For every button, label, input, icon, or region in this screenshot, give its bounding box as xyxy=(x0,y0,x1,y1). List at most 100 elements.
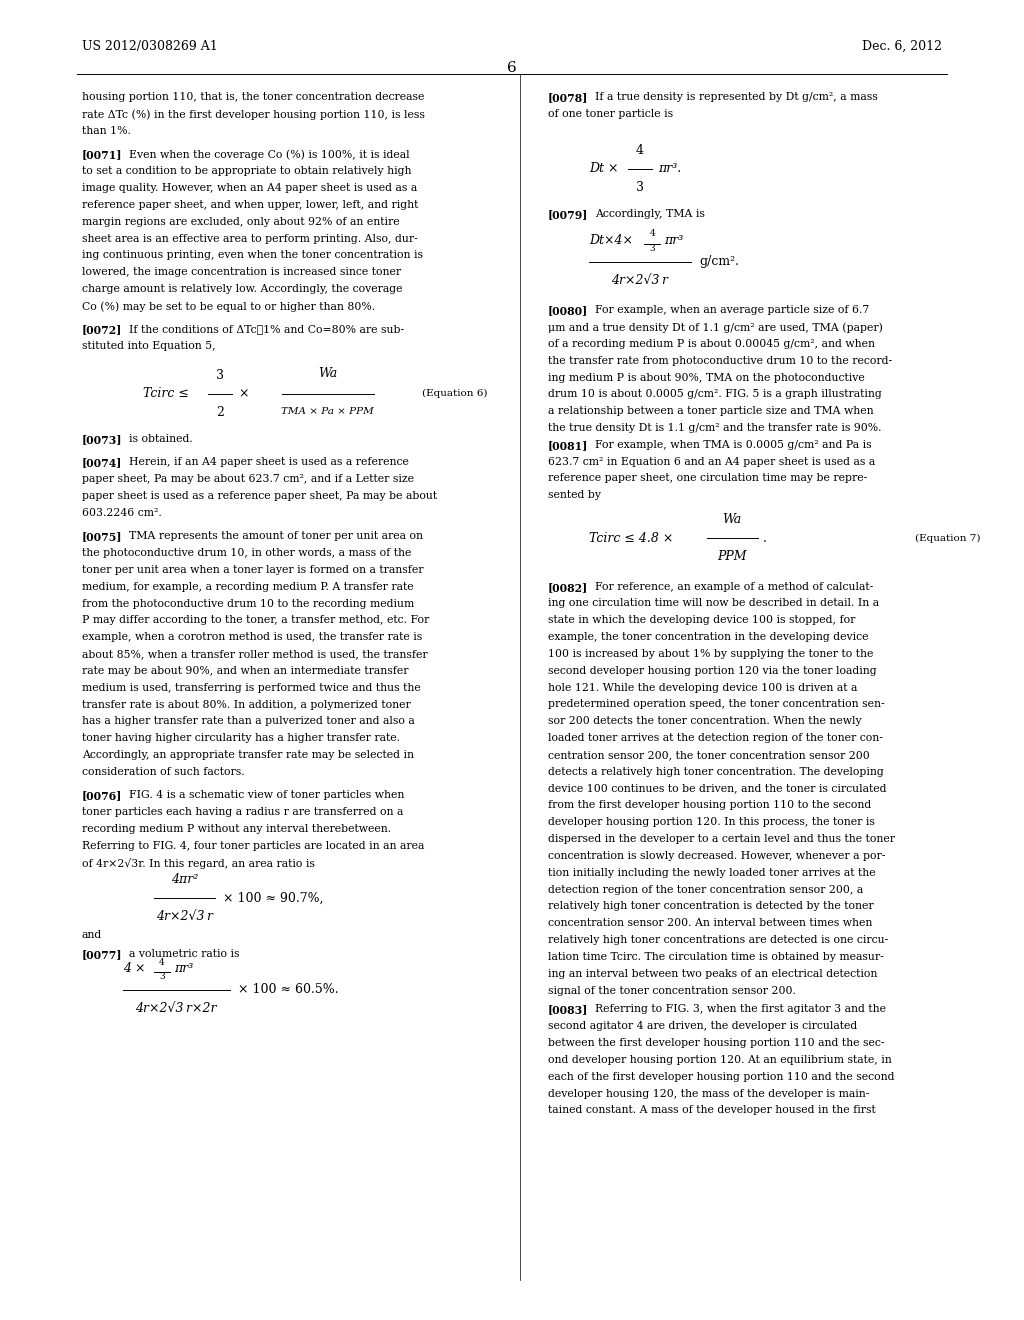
Text: [0074]: [0074] xyxy=(82,458,122,469)
Text: πr³: πr³ xyxy=(665,234,684,247)
Text: × 100 ≈ 60.5%.: × 100 ≈ 60.5%. xyxy=(238,983,338,997)
Text: If the conditions of ΔTc≦1% and Co=80% are sub-: If the conditions of ΔTc≦1% and Co=80% a… xyxy=(129,325,404,334)
Text: Wa: Wa xyxy=(723,513,741,527)
Text: (Equation 6): (Equation 6) xyxy=(422,389,487,399)
Text: [0071]: [0071] xyxy=(82,149,123,161)
Text: sheet area is an effective area to perform printing. Also, dur-: sheet area is an effective area to perfo… xyxy=(82,234,418,244)
Text: P may differ according to the toner, a transfer method, etc. For: P may differ according to the toner, a t… xyxy=(82,615,429,626)
Text: dispersed in the developer to a certain level and thus the toner: dispersed in the developer to a certain … xyxy=(548,834,895,843)
Text: πr³.: πr³. xyxy=(658,162,682,176)
Text: of 4r×2√3r. In this regard, an area ratio is: of 4r×2√3r. In this regard, an area rati… xyxy=(82,858,314,869)
Text: Dec. 6, 2012: Dec. 6, 2012 xyxy=(862,40,942,53)
Text: sor 200 detects the toner concentration. When the newly: sor 200 detects the toner concentration.… xyxy=(548,717,861,726)
Text: toner per unit area when a toner layer is formed on a transfer: toner per unit area when a toner layer i… xyxy=(82,565,423,576)
Text: rate may be about 90%, and when an intermediate transfer: rate may be about 90%, and when an inter… xyxy=(82,667,409,676)
Text: hole 121. While the developing device 100 is driven at a: hole 121. While the developing device 10… xyxy=(548,682,857,693)
Text: [0078]: [0078] xyxy=(548,92,588,103)
Text: detection region of the toner concentration sensor 200, a: detection region of the toner concentrat… xyxy=(548,884,863,895)
Text: of a recording medium P is about 0.00045 g/cm², and when: of a recording medium P is about 0.00045… xyxy=(548,339,874,348)
Text: ing one circulation time will now be described in detail. In a: ing one circulation time will now be des… xyxy=(548,598,879,609)
Text: 4: 4 xyxy=(636,144,644,157)
Text: πr³: πr³ xyxy=(174,962,194,975)
Text: medium is used, transferring is performed twice and thus the: medium is used, transferring is performe… xyxy=(82,682,421,693)
Text: Co (%) may be set to be equal to or higher than 80%.: Co (%) may be set to be equal to or high… xyxy=(82,301,375,312)
Text: 603.2246 cm².: 603.2246 cm². xyxy=(82,508,162,517)
Text: For example, when an average particle size of 6.7: For example, when an average particle si… xyxy=(595,305,869,315)
Text: example, when a corotron method is used, the transfer rate is: example, when a corotron method is used,… xyxy=(82,632,422,643)
Text: paper sheet, Pa may be about 623.7 cm², and if a Letter size: paper sheet, Pa may be about 623.7 cm², … xyxy=(82,474,414,484)
Text: image quality. However, when an A4 paper sheet is used as a: image quality. However, when an A4 paper… xyxy=(82,183,417,193)
Text: (Equation 7): (Equation 7) xyxy=(915,533,981,543)
Text: reference paper sheet, and when upper, lower, left, and right: reference paper sheet, and when upper, l… xyxy=(82,201,418,210)
Text: [0083]: [0083] xyxy=(548,1005,588,1015)
Text: a volumetric ratio is: a volumetric ratio is xyxy=(129,949,240,958)
Text: has a higher transfer rate than a pulverized toner and also a: has a higher transfer rate than a pulver… xyxy=(82,717,415,726)
Text: 3: 3 xyxy=(649,244,655,253)
Text: reference paper sheet, one circulation time may be repre-: reference paper sheet, one circulation t… xyxy=(548,474,867,483)
Text: relatively high toner concentration is detected by the toner: relatively high toner concentration is d… xyxy=(548,902,873,911)
Text: For reference, an example of a method of calculat-: For reference, an example of a method of… xyxy=(595,582,873,591)
Text: of one toner particle is: of one toner particle is xyxy=(548,110,673,119)
Text: Accordingly, an appropriate transfer rate may be selected in: Accordingly, an appropriate transfer rat… xyxy=(82,750,414,760)
Text: concentration sensor 200. An interval between times when: concentration sensor 200. An interval be… xyxy=(548,919,872,928)
Text: 6: 6 xyxy=(507,61,517,75)
Text: between the first developer housing portion 110 and the sec-: between the first developer housing port… xyxy=(548,1038,885,1048)
Text: paper sheet is used as a reference paper sheet, Pa may be about: paper sheet is used as a reference paper… xyxy=(82,491,437,502)
Text: [0073]: [0073] xyxy=(82,434,123,445)
Text: [0072]: [0072] xyxy=(82,325,122,335)
Text: 4r×2√3 r×2r: 4r×2√3 r×2r xyxy=(135,1002,217,1014)
Text: 4: 4 xyxy=(159,958,165,968)
Text: from the first developer housing portion 110 to the second: from the first developer housing portion… xyxy=(548,800,871,810)
Text: stituted into Equation 5,: stituted into Equation 5, xyxy=(82,342,215,351)
Text: housing portion 110, that is, the toner concentration decrease: housing portion 110, that is, the toner … xyxy=(82,92,424,103)
Text: tion initially including the newly loaded toner arrives at the: tion initially including the newly loade… xyxy=(548,867,876,878)
Text: 4r×2√3 r: 4r×2√3 r xyxy=(611,273,669,286)
Text: TMA represents the amount of toner per unit area on: TMA represents the amount of toner per u… xyxy=(129,532,423,541)
Text: each of the first developer housing portion 110 and the second: each of the first developer housing port… xyxy=(548,1072,894,1081)
Text: the photoconductive drum 10, in other words, a mass of the: the photoconductive drum 10, in other wo… xyxy=(82,548,412,558)
Text: transfer rate is about 80%. In addition, a polymerized toner: transfer rate is about 80%. In addition,… xyxy=(82,700,411,710)
Text: ×: × xyxy=(239,387,249,400)
Text: [0075]: [0075] xyxy=(82,532,123,543)
Text: For example, when TMA is 0.0005 g/cm² and Pa is: For example, when TMA is 0.0005 g/cm² an… xyxy=(595,440,871,450)
Text: 3: 3 xyxy=(636,181,644,194)
Text: g/cm².: g/cm². xyxy=(699,255,739,268)
Text: 4πr²: 4πr² xyxy=(171,874,198,887)
Text: FIG. 4 is a schematic view of toner particles when: FIG. 4 is a schematic view of toner part… xyxy=(129,791,404,800)
Text: [0076]: [0076] xyxy=(82,791,122,801)
Text: lowered, the image concentration is increased since toner: lowered, the image concentration is incr… xyxy=(82,268,401,277)
Text: is obtained.: is obtained. xyxy=(129,434,193,444)
Text: 4 ×: 4 × xyxy=(123,962,145,975)
Text: Dt×4×: Dt×4× xyxy=(589,234,633,247)
Text: signal of the toner concentration sensor 200.: signal of the toner concentration sensor… xyxy=(548,986,796,995)
Text: predetermined operation speed, the toner concentration sen-: predetermined operation speed, the toner… xyxy=(548,700,885,709)
Text: Accordingly, TMA is: Accordingly, TMA is xyxy=(595,209,705,219)
Text: Even when the coverage Co (%) is 100%, it is ideal: Even when the coverage Co (%) is 100%, i… xyxy=(129,149,410,160)
Text: .: . xyxy=(763,532,767,545)
Text: consideration of such factors.: consideration of such factors. xyxy=(82,767,245,777)
Text: detects a relatively high toner concentration. The developing: detects a relatively high toner concentr… xyxy=(548,767,884,776)
Text: example, the toner concentration in the developing device: example, the toner concentration in the … xyxy=(548,632,868,642)
Text: state in which the developing device 100 is stopped, for: state in which the developing device 100… xyxy=(548,615,855,626)
Text: [0077]: [0077] xyxy=(82,949,123,960)
Text: ing continuous printing, even when the toner concentration is: ing continuous printing, even when the t… xyxy=(82,251,423,260)
Text: Tcirc ≤ 4.8 ×: Tcirc ≤ 4.8 × xyxy=(589,532,673,545)
Text: US 2012/0308269 A1: US 2012/0308269 A1 xyxy=(82,40,218,53)
Text: and: and xyxy=(82,931,102,940)
Text: about 85%, when a transfer roller method is used, the transfer: about 85%, when a transfer roller method… xyxy=(82,649,428,659)
Text: drum 10 is about 0.0005 g/cm². FIG. 5 is a graph illustrating: drum 10 is about 0.0005 g/cm². FIG. 5 is… xyxy=(548,389,882,400)
Text: ond developer housing portion 120. At an equilibrium state, in: ond developer housing portion 120. At an… xyxy=(548,1055,892,1065)
Text: tained constant. A mass of the developer housed in the first: tained constant. A mass of the developer… xyxy=(548,1105,876,1115)
Text: sented by: sented by xyxy=(548,490,601,500)
Text: second developer housing portion 120 via the toner loading: second developer housing portion 120 via… xyxy=(548,665,877,676)
Text: Tcirc ≤: Tcirc ≤ xyxy=(143,387,189,400)
Text: toner particles each having a radius r are transferred on a: toner particles each having a radius r a… xyxy=(82,808,403,817)
Text: loaded toner arrives at the detection region of the toner con-: loaded toner arrives at the detection re… xyxy=(548,733,883,743)
Text: [0081]: [0081] xyxy=(548,440,588,451)
Text: 3: 3 xyxy=(159,973,165,981)
Text: 2: 2 xyxy=(216,405,224,418)
Text: [0080]: [0080] xyxy=(548,305,588,317)
Text: If a true density is represented by Dt g/cm², a mass: If a true density is represented by Dt g… xyxy=(595,92,878,103)
Text: 100 is increased by about 1% by supplying the toner to the: 100 is increased by about 1% by supplyin… xyxy=(548,649,873,659)
Text: [0079]: [0079] xyxy=(548,209,588,220)
